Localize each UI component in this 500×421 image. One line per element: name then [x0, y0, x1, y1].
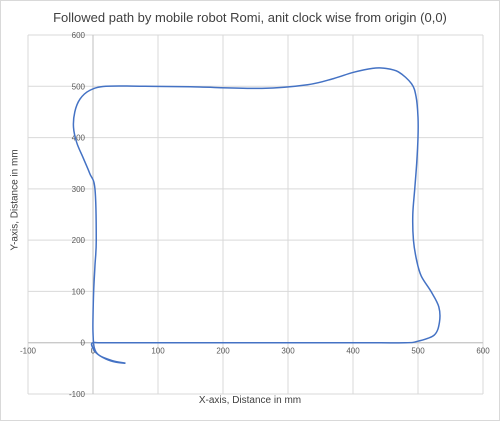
y-tick-label: 500	[72, 82, 86, 91]
robot-path-line	[72, 67, 441, 364]
x-tick-label: -100	[20, 347, 37, 356]
x-tick-label: 600	[476, 347, 490, 356]
y-tick-label: 400	[72, 134, 86, 143]
x-tick-label: 0	[91, 347, 96, 356]
x-tick-label: 400	[346, 347, 360, 356]
y-tick-label: 300	[72, 185, 86, 194]
y-tick-label: 200	[72, 236, 86, 245]
x-tick-label: 300	[281, 347, 295, 356]
x-tick-label: 200	[216, 347, 230, 356]
y-tick-label: -100	[69, 390, 86, 399]
x-tick-label: 500	[411, 347, 425, 356]
y-tick-label: 600	[72, 31, 86, 40]
chart-title: Followed path by mobile robot Romi, anit…	[53, 10, 447, 25]
x-tick-label: 100	[151, 347, 165, 356]
x-axis-label: X-axis, Distance in mm	[198, 395, 302, 406]
y-tick-label: 0	[81, 339, 86, 348]
y-tick-label: 100	[72, 287, 86, 296]
